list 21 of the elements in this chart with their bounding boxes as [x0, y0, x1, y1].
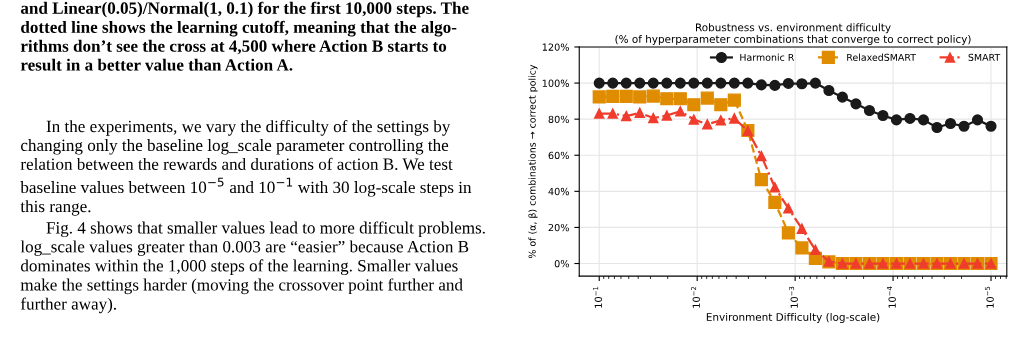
x-axis-title: Environment Difficulty (log-scale): [706, 312, 880, 323]
y-tick-label: 80%: [548, 115, 569, 123]
legend-label: Harmonic R: [740, 53, 795, 61]
chart-title: Robustness vs. environment difficulty (% of hyperparameter combinations that converge to correct policy): [615, 23, 971, 45]
y-tick-label: 100%: [542, 79, 569, 87]
text: In the experiments, we vary the difficulty of the settings by changing only the baseline log_scale parameter controlling the relation between the rewards and durations of action B. We test baseline values between 10$^{−5}$ and 10$^{−1}$ with 30 log-scale steps in this range.: [20, 119, 472, 216]
y-axis-title: % of (α, β) combinations → correct policy: [528, 64, 538, 259]
y-tick-label: 60%: [548, 151, 569, 160]
x-tick-label: 10$^{−2}$: [691, 286, 700, 308]
x-tick-label: 10$^{−4}$: [887, 286, 896, 308]
legend-label: RelaxedSMART: [847, 53, 917, 61]
text: and Linear(0.05)/Normal(1, 0.1) for the first 10,000 steps. The dotted line shows the learning cutoff, meaning that the algo- rithms don’t see the cross at 4,500 where Action B starts to result in a better value than Action A.: [20, 1, 469, 71]
y-tick-label: 40%: [548, 187, 569, 196]
legend-label: SMART: [968, 53, 1001, 61]
x-tick-label: 10$^{−1}$: [593, 286, 602, 308]
caption: Fig. 4 shows that smaller values lead to more difficult problems. log_scale values greater than 0.003 are “easier” because Action B dominates within the 1,000 steps of the learning. Smaller values make the settings harder (moving the crossover point further and further away).: [20, 221, 485, 314]
y-tick-label: 20%: [548, 223, 569, 232]
y-tick-label: 0%: [554, 259, 569, 268]
x-tick-label: 10$^{−5}$: [984, 286, 994, 308]
x-tick-label: 10$^{−3}$: [788, 286, 798, 308]
y-tick-label: 120%: [542, 43, 569, 51]
